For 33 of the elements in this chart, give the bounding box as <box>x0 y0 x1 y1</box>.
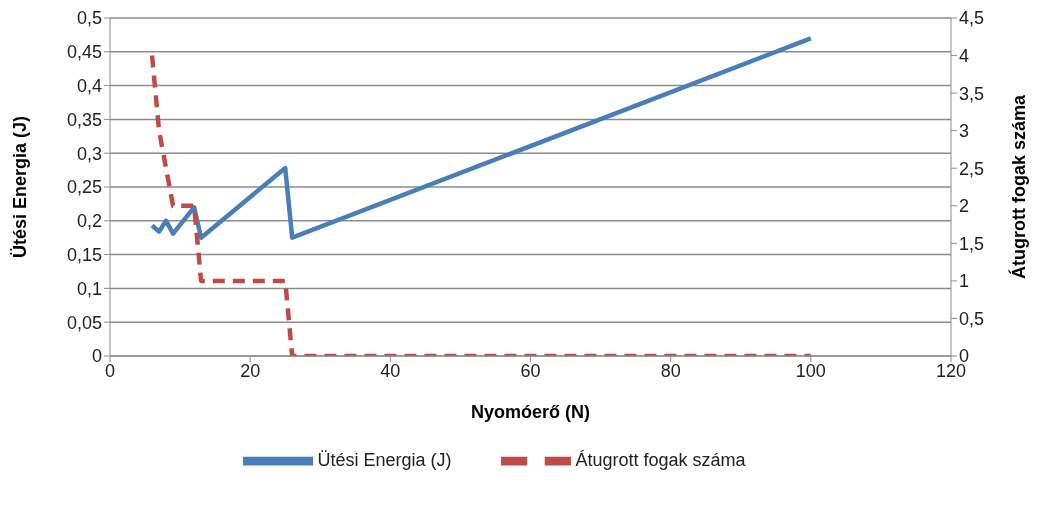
y2-tick-label: 4,5 <box>959 8 985 29</box>
x-tick-label: 60 <box>520 360 541 381</box>
y2-tick-label: 0,5 <box>959 308 985 329</box>
x-axis-title: Nyomóerő (N) <box>470 402 591 422</box>
y-tick-label: 0,05 <box>66 312 102 333</box>
y-axis-title: Ütési Energia (J) <box>10 115 31 259</box>
line-series <box>149 36 814 240</box>
y2-tick-label: 1,5 <box>959 233 985 254</box>
y2-tick-label: 2,5 <box>959 158 985 179</box>
y2-tick-label: 1 <box>959 271 970 292</box>
y-tick-label: 0,15 <box>66 244 102 265</box>
legend-label: Ütési Energia (J) <box>317 449 452 470</box>
y-tick-label: 0,45 <box>66 42 102 63</box>
y-tick-label: 0,2 <box>76 211 102 232</box>
x-tick-label: 0 <box>104 360 116 381</box>
y-tick-label: 0 <box>91 346 102 367</box>
y2-axis-title: Átugrott fogak száma <box>1008 94 1030 280</box>
y-tick-label: 0,4 <box>76 75 102 96</box>
y2-tick-label: 3,5 <box>959 83 985 104</box>
x-tick-label: 40 <box>380 360 401 381</box>
y2-tick-label: 3 <box>959 121 970 142</box>
y-tick-label: 0,5 <box>76 8 102 29</box>
y-tick-label: 0,35 <box>66 109 102 130</box>
x-tick-label: 80 <box>660 360 681 381</box>
x-tick-label: 20 <box>240 360 261 381</box>
y2-tick-label: 2 <box>959 196 970 217</box>
y-tick-label: 0,1 <box>76 278 102 299</box>
y-tick-label: 0,25 <box>66 177 102 198</box>
y-tick-label: 0,3 <box>76 143 102 164</box>
x-tick-label: 100 <box>795 360 826 381</box>
legend-label: Átugrott fogak száma <box>575 449 746 470</box>
y2-tick-label: 4 <box>959 45 970 66</box>
line-series <box>149 53 814 356</box>
